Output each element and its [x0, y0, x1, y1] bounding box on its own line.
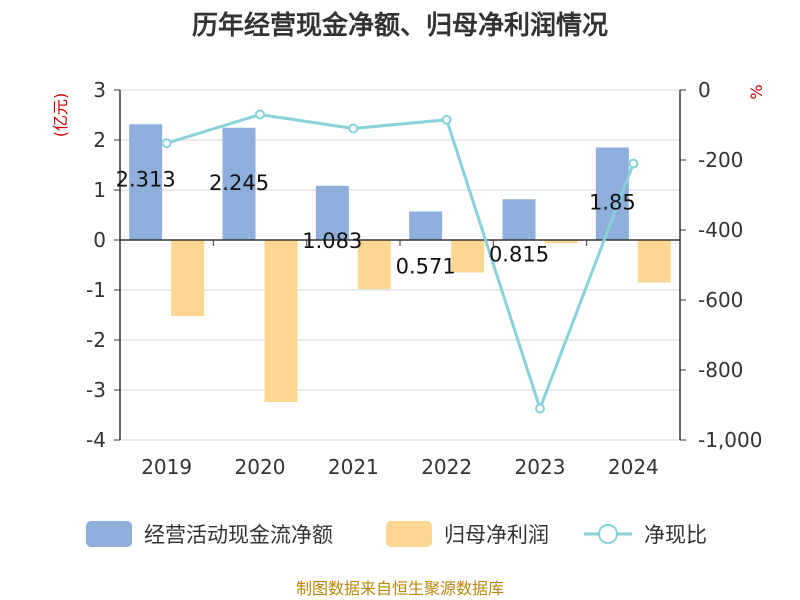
x-tick-label: 2019 [141, 455, 192, 479]
net-profit-bar [544, 240, 578, 243]
cash-flow-bar [409, 211, 443, 240]
right-tick-label: 0 [698, 78, 711, 102]
left-tick-label: -4 [86, 428, 106, 452]
chart-title: 历年经营现金净额、归母净利润情况 [192, 10, 608, 41]
ratio-point [628, 158, 639, 169]
left-tick-label: -2 [86, 328, 106, 352]
right-tick-label: -200 [698, 148, 743, 172]
legend-swatch-net-profit [386, 521, 432, 547]
right-tick-label: -400 [698, 218, 743, 242]
legend-label-cash-flow: 经营活动现金流净额 [144, 523, 333, 547]
net-profit-bar [637, 240, 671, 283]
data-labels: 2.313 2.245 1.083 0.571 0.815 1.85 [116, 167, 636, 278]
ratio-point [535, 403, 545, 414]
legend-label-ratio: 净现比 [644, 523, 707, 547]
cash-flow-bar [222, 127, 256, 240]
axes: 3 2 1 0 -1 -2 -3 -4 0 -200 -400 -600 -800 -1,000 2019 2… [86, 78, 762, 479]
net-profit-bar [171, 240, 205, 316]
ratio-point [161, 138, 172, 149]
right-tick-label: -1,000 [698, 428, 762, 452]
cash-flow-data-label: 1.083 [302, 229, 362, 253]
cash-flow-data-label: 2.245 [209, 171, 269, 195]
source-note: 制图数据来自恒生聚源数据库 [296, 579, 504, 598]
x-tick-label: 2024 [608, 455, 659, 479]
x-tick-label: 2022 [421, 455, 472, 479]
right-axis-unit: % [747, 84, 766, 99]
ratio-point [441, 114, 452, 125]
right-tick-label: -800 [698, 358, 743, 382]
legend: 经营活动现金流净额 归母净利润 净现比 [86, 521, 707, 547]
left-tick-label: 3 [93, 78, 106, 102]
net-profit-bar [357, 240, 391, 289]
ratio-point [255, 109, 265, 120]
cash-flow-data-label: 0.571 [396, 254, 456, 278]
cash-flow-bar [129, 124, 163, 240]
ratio-line-path [166, 112, 635, 414]
cash-flow-bar [502, 199, 536, 240]
ratio-line [161, 109, 639, 414]
right-tick-label: -600 [698, 288, 743, 312]
left-tick-label: 0 [93, 228, 106, 252]
x-tick-label: 2020 [235, 455, 286, 479]
left-tick-label: 1 [93, 178, 106, 202]
left-tick-label: 2 [93, 128, 106, 152]
bars [129, 124, 671, 402]
left-tick-label: -1 [86, 278, 106, 302]
left-axis-unit: (亿元) [51, 93, 70, 138]
cash-flow-bar [315, 185, 349, 240]
left-tick-label: -3 [86, 378, 106, 402]
cash-flow-data-label: 1.85 [589, 191, 636, 215]
legend-swatch-cash-flow [86, 521, 132, 547]
ratio-point [348, 123, 359, 134]
legend-label-net-profit: 归母净利润 [444, 523, 549, 547]
cash-flow-data-label: 0.815 [489, 242, 549, 266]
cash-flow-data-label: 2.313 [116, 167, 176, 191]
x-tick-label: 2023 [515, 455, 566, 479]
x-tick-label: 2021 [328, 455, 379, 479]
net-profit-bar [264, 240, 298, 402]
legend-swatch-ratio-marker [598, 524, 618, 544]
net-profit-bar [451, 240, 485, 273]
